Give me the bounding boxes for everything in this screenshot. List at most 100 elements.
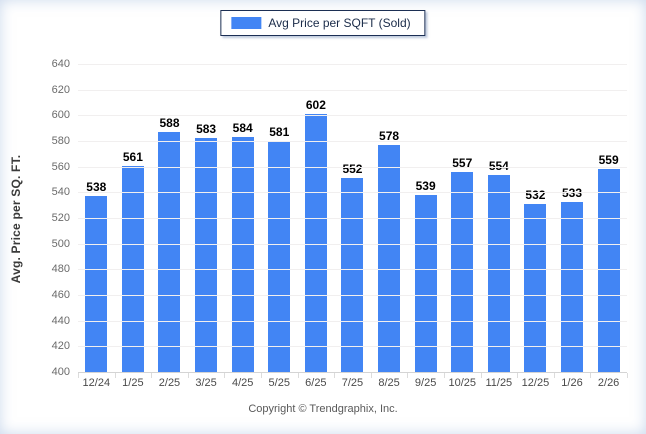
bar-value-label: 554	[488, 159, 509, 174]
gridline: 600	[52, 109, 627, 121]
legend-label: Avg Price per SQFT (Sold)	[268, 16, 411, 30]
bar	[378, 144, 401, 373]
x-axis-tick	[334, 373, 336, 378]
x-axis-tick	[297, 373, 299, 378]
x-axis-tick	[151, 373, 153, 378]
bar-value-label: 583	[196, 122, 217, 137]
bar-value-label: 581	[269, 124, 290, 139]
bar-value-label: 578	[379, 128, 400, 143]
x-axis-tick	[187, 373, 189, 378]
bar-value-label: 552	[342, 161, 363, 176]
bar-value-label: 557	[452, 155, 473, 170]
x-tick-label: 7/25	[341, 377, 364, 389]
y-tick-label: 480	[51, 263, 70, 276]
x-axis-tick	[627, 373, 628, 378]
copyright: Copyright © Trendgraphix, Inc.	[248, 403, 398, 415]
bar	[304, 113, 327, 373]
bar-slot: 552	[334, 65, 371, 373]
x-axis-tick	[444, 373, 445, 378]
bar-slot: 578	[371, 65, 408, 373]
gridline: 420	[52, 340, 627, 352]
bar-slot: 584	[224, 65, 261, 373]
x-tick-label: 2/25	[158, 377, 181, 389]
gridline: 560	[52, 161, 627, 173]
y-tick-label: 460	[51, 289, 70, 301]
y-tick-label: 440	[51, 314, 70, 327]
gridline: 580	[52, 135, 627, 147]
gridline: 440	[52, 315, 627, 327]
legend: Avg Price per SQFT (Sold)	[220, 10, 426, 36]
bar-slot: 561	[115, 65, 152, 373]
bar-series: 538 561 588 583 584 581 602 552 578 539 557 554 532 5…	[78, 65, 627, 373]
y-tick-label: 500	[51, 237, 70, 250]
x-axis-tick	[480, 373, 482, 378]
bar	[597, 168, 620, 373]
bar-slot: 581	[261, 65, 298, 373]
bar-value-label: 538	[86, 179, 107, 194]
y-tick-label: 640	[51, 58, 70, 70]
x-axis-tick	[590, 373, 592, 378]
x-axis-tick	[261, 373, 262, 378]
y-tick-label: 540	[51, 186, 70, 199]
gridline: 520	[52, 212, 627, 224]
bar-value-label: 584	[232, 120, 253, 135]
plot-area: 538 561 588 583 584 581 602 552 578 539 557 554 532 5…	[52, 58, 628, 378]
x-tick-label: 3/25	[195, 377, 217, 389]
x-tick-label: 2/26	[597, 377, 620, 389]
bar-value-label: 539	[415, 178, 436, 193]
bar-slot: 557	[444, 65, 481, 373]
gridline: 620	[52, 84, 627, 96]
x-tick-label: 12/24	[82, 377, 111, 389]
x-axis-tick	[407, 373, 409, 378]
x-tick-label: 6/25	[305, 377, 327, 389]
bar-slot: 539	[407, 65, 444, 373]
x-tick-label: 8/25	[378, 377, 400, 389]
y-tick-label: 620	[51, 83, 70, 96]
bar	[414, 194, 437, 373]
x-axis-line: 400	[52, 366, 627, 378]
legend-swatch	[231, 17, 262, 29]
x-tick-label: 11/25	[485, 377, 513, 389]
y-tick-label: 600	[51, 109, 70, 122]
bar	[487, 175, 510, 373]
bar	[451, 171, 474, 373]
bar-slot: 602	[298, 65, 335, 373]
gridline: 540	[52, 186, 627, 198]
x-axis-tick	[553, 373, 555, 378]
gridline: 500	[52, 238, 627, 250]
bar	[231, 136, 254, 373]
gridline: 640	[52, 58, 627, 70]
bar	[524, 203, 547, 373]
bar	[158, 131, 181, 373]
bar-value-label: 602	[305, 97, 326, 112]
bar-slot: 533	[554, 65, 591, 373]
bar	[195, 138, 218, 373]
x-axis-tick	[114, 373, 116, 378]
x-tick-label: 9/25	[414, 377, 437, 389]
bar-slot: 538	[78, 65, 115, 373]
bar	[85, 195, 108, 373]
y-tick-label: 580	[51, 135, 70, 147]
bar-value-label: 588	[159, 115, 180, 130]
gridline: 460	[52, 289, 627, 301]
x-axis-tick	[370, 373, 372, 378]
x-tick-label: 5/25	[268, 377, 290, 389]
x-tick-label: 1/26	[561, 377, 583, 389]
bar-value-label: 561	[122, 150, 143, 165]
y-axis-title: Avg. Price per SQ. FT.	[9, 154, 23, 284]
x-tick-label: 4/25	[231, 377, 254, 389]
bar-value-label: 532	[525, 187, 546, 202]
x-tick-label: 10/25	[448, 377, 476, 389]
bar-value-label: 559	[598, 152, 619, 167]
x-axis-tick	[78, 373, 79, 378]
y-tick-label: 400	[51, 366, 70, 378]
y-tick-label: 560	[51, 160, 70, 173]
bar-slot: 554	[481, 65, 518, 373]
y-tick-label: 520	[51, 212, 70, 224]
x-axis-tick	[517, 373, 519, 378]
bar-slot: 588	[151, 65, 188, 373]
bar	[268, 140, 291, 373]
x-tick-label: 12/25	[521, 377, 550, 389]
bar	[341, 177, 364, 373]
